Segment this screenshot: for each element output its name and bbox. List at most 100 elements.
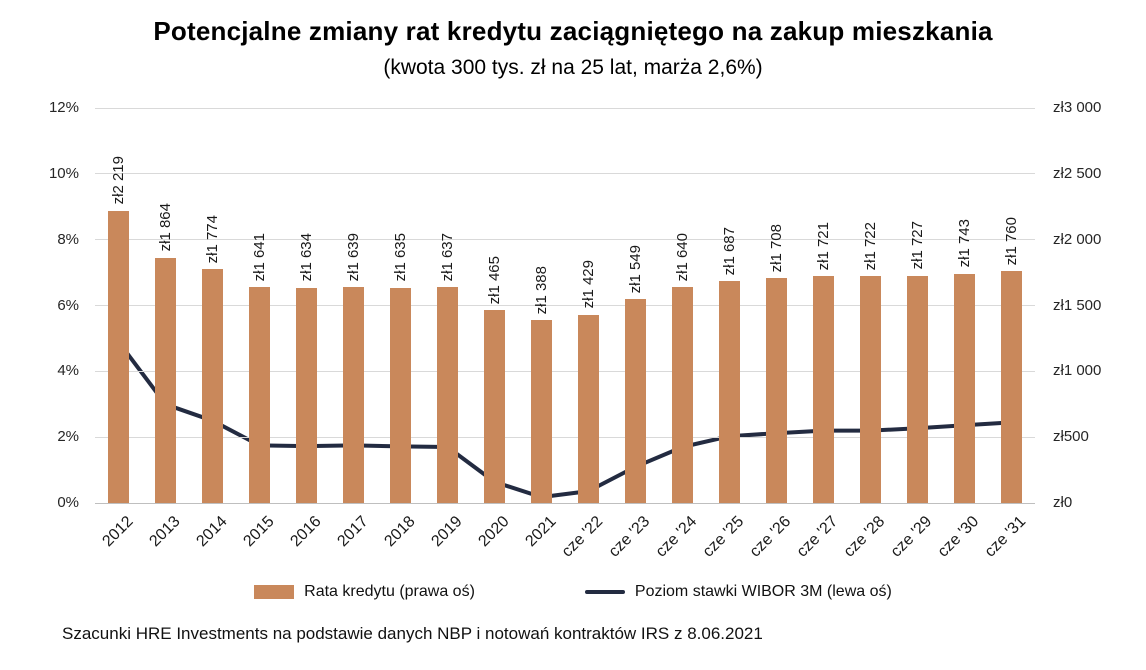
bar-value-text: zł1 721 xyxy=(815,222,832,271)
bar xyxy=(954,273,975,503)
bar xyxy=(578,314,599,503)
bar-value-label: zł1 640 xyxy=(659,233,706,281)
bar-value-text: zł1 641 xyxy=(251,232,268,281)
x-axis-tick-label: cze '23 xyxy=(606,513,654,561)
bar-value-label: zł1 635 xyxy=(377,233,424,281)
bar-value-text: zł1 722 xyxy=(862,221,879,271)
bar-value-label: zł1 429 xyxy=(565,260,612,308)
bar xyxy=(484,310,505,503)
gridline xyxy=(95,305,1035,306)
bar-value-text: zł1 760 xyxy=(1003,216,1020,266)
bar-value-label: zł1 637 xyxy=(424,233,471,281)
x-axis-tick-label: 2018 xyxy=(381,513,419,551)
left-axis-tick: 12% xyxy=(48,99,79,116)
line-legend-label: Poziom stawki WIBOR 3M (lewa oś) xyxy=(634,583,892,600)
left-axis-tick: 10% xyxy=(48,164,79,182)
gridline xyxy=(95,502,1035,504)
bar-value-label: zł1 774 xyxy=(189,215,236,263)
bar-value-label: zł1 760 xyxy=(988,217,1035,265)
bar-value-text: zł1 429 xyxy=(580,260,597,309)
bar-value-text: zł1 388 xyxy=(533,265,550,315)
bar xyxy=(766,278,787,503)
bar-value-label: zł1 743 xyxy=(941,219,988,267)
right-axis-tick: zł3 000 xyxy=(1053,99,1102,116)
bar-value-text: zł1 634 xyxy=(298,233,315,282)
bar-value-label: zł1 388 xyxy=(518,266,565,314)
bar-legend-label: Rata kredytu (prawa oś) xyxy=(304,583,475,600)
bar-value-text: zł1 640 xyxy=(674,232,691,282)
bar-value-label: zł1 687 xyxy=(706,227,753,275)
x-axis-tick-label: cze '29 xyxy=(888,513,936,561)
bar-value-text: zł1 774 xyxy=(204,215,221,264)
legend-item-line: Poziom stawki WIBOR 3M (lewa oś) xyxy=(584,583,892,601)
chart-title: Potencjalne zmiany rat kredytu zaciągnię… xyxy=(153,16,993,46)
x-axis-tick-label: cze '31 xyxy=(982,513,1030,561)
right-axis-tick: zł2 000 xyxy=(1053,230,1102,248)
bar-value-text: zł1 637 xyxy=(439,233,456,282)
bar-value-label: zł1 708 xyxy=(753,224,800,272)
bar-value-text: zł1 687 xyxy=(721,226,738,275)
bar xyxy=(202,269,223,503)
bar-value-label: zł1 639 xyxy=(330,233,377,281)
left-axis-tick: 6% xyxy=(57,296,79,314)
bar xyxy=(672,287,693,503)
right-axis-tick: zł1 000 xyxy=(1053,362,1102,380)
x-axis-tick-label: 2016 xyxy=(287,513,325,551)
left-axis-tick: 4% xyxy=(57,362,79,380)
bar-value-text: zł1 549 xyxy=(627,244,644,294)
chart-subtitle: (kwota 300 tys. zł na 25 lat, marża 2,6%… xyxy=(383,56,763,79)
bar-value-label: zł1 721 xyxy=(800,222,847,270)
bar-value-text: zł1 708 xyxy=(768,223,785,273)
bar xyxy=(907,275,928,503)
x-axis-tick-label: 2015 xyxy=(240,513,278,551)
x-axis-tick-label: cze '24 xyxy=(653,513,701,561)
x-axis-tick-label: cze '25 xyxy=(700,513,748,561)
left-axis-tick: 0% xyxy=(57,494,79,511)
bar xyxy=(860,276,881,503)
bar-value-text: zł1 743 xyxy=(956,219,973,268)
x-axis-tick-label: cze '27 xyxy=(794,513,842,561)
gridline xyxy=(95,239,1035,241)
bar xyxy=(390,287,411,503)
bar-value-label: zł1 864 xyxy=(142,203,189,251)
bar-value-label: zł1 722 xyxy=(847,222,894,270)
bar-value-text: zł1 727 xyxy=(909,221,926,270)
bar-value-label: zł1 549 xyxy=(612,245,659,293)
gridline xyxy=(95,173,1035,175)
source-note: Szacunki HRE Investments na podstawie da… xyxy=(62,624,763,643)
x-axis-tick-label: 2019 xyxy=(428,513,466,551)
legend-item-bars: Rata kredytu (prawa oś) xyxy=(254,583,475,601)
bar xyxy=(108,210,129,503)
x-axis-tick-label: 2020 xyxy=(475,513,513,551)
bar xyxy=(296,287,317,503)
bar-value-text: zł1 864 xyxy=(157,203,174,252)
bar xyxy=(155,257,176,503)
gridline xyxy=(95,436,1035,438)
gridline xyxy=(95,107,1035,109)
bar-value-label: zł1 634 xyxy=(283,233,330,281)
bar-value-text: zł2 219 xyxy=(110,156,127,205)
right-axis-tick: zł2 500 xyxy=(1053,164,1102,182)
x-axis-tick-label: cze '22 xyxy=(559,513,607,561)
bar xyxy=(249,286,270,503)
x-axis-tick-label: cze '30 xyxy=(935,513,983,561)
bar xyxy=(343,287,364,503)
x-axis-tick-label: 2012 xyxy=(99,513,137,551)
right-axis-tick: zł500 xyxy=(1053,428,1089,446)
x-axis-tick-label: 2021 xyxy=(522,513,560,551)
bar-value-label: zł1 641 xyxy=(236,233,283,281)
bar xyxy=(1001,271,1022,503)
x-axis-tick-label: 2017 xyxy=(334,513,372,551)
bar-value-text: zł1 639 xyxy=(345,232,362,282)
bar-value-text: zł1 465 xyxy=(486,255,503,305)
right-axis-tick: zł0 xyxy=(1053,494,1073,511)
bar-value-label: zł1 465 xyxy=(471,256,518,304)
legend: Rata kredytu (prawa oś) Poziom stawki WI… xyxy=(0,583,1146,601)
line-series-swatch-icon xyxy=(584,590,625,594)
bar-value-text: zł1 635 xyxy=(392,233,409,282)
x-axis-tick-label: cze '28 xyxy=(841,513,889,561)
bar-series-swatch-icon xyxy=(254,585,295,599)
bar xyxy=(437,287,458,503)
gridline xyxy=(95,370,1035,372)
